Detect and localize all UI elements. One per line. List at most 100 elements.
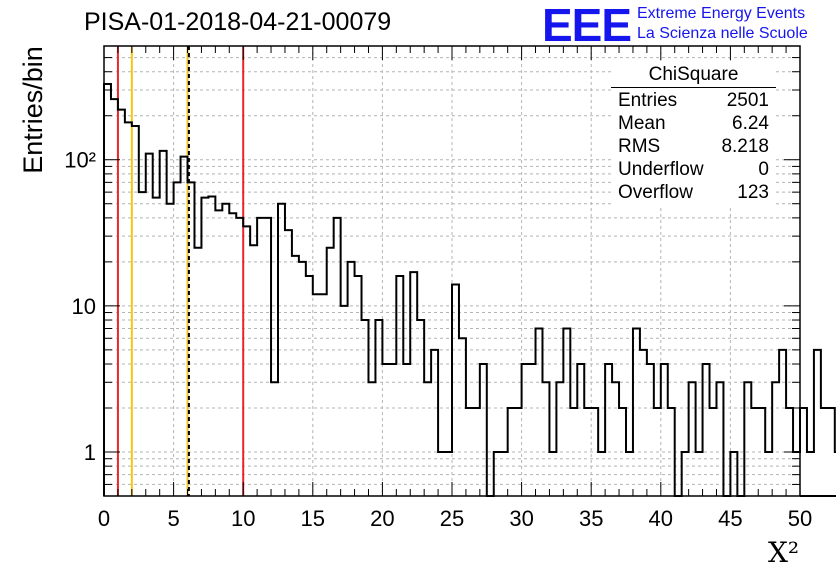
histogram-bin	[222, 204, 229, 496]
histogram-bin	[362, 320, 369, 496]
y-tick-label: 10²	[64, 148, 96, 173]
histogram-bin	[501, 452, 508, 496]
histogram-bin	[459, 338, 466, 496]
histogram-bin	[661, 364, 668, 496]
histogram-bin	[153, 198, 160, 496]
histogram-bin	[556, 382, 563, 496]
histogram-bin	[118, 110, 125, 496]
histogram-bin	[292, 256, 299, 496]
histogram-bin	[772, 382, 779, 496]
histogram-bin	[104, 84, 111, 496]
eee-logo: EEE	[542, 0, 632, 51]
histogram-bin	[410, 272, 417, 496]
stats-row-underflow: Underflow 0	[611, 159, 776, 182]
stats-value: 0	[758, 159, 769, 180]
histogram-bin	[278, 204, 285, 496]
histogram-bin	[466, 408, 473, 496]
eee-logo-text: Extreme Energy Events La Scienza nelle S…	[637, 4, 808, 44]
histogram-bin	[710, 408, 717, 496]
x-tick-label: 40	[649, 506, 673, 531]
histogram-bin	[668, 408, 675, 496]
histogram-bin	[417, 320, 424, 496]
eee-logo-line2: La Scienza nelle Scuole	[637, 25, 808, 42]
histogram-bin	[647, 364, 654, 496]
histogram-bin	[605, 364, 612, 496]
histogram-bin	[542, 382, 549, 496]
histogram-bin	[271, 382, 278, 496]
x-tick-label: 45	[718, 506, 742, 531]
stats-box: ChiSquare Entries 2501 Mean 6.24 RMS 8.2…	[611, 64, 776, 205]
histogram-bin	[348, 262, 355, 496]
x-axis-label: X²	[768, 536, 800, 569]
histogram-bin	[640, 350, 647, 496]
x-tick-label: 0	[98, 506, 110, 531]
stats-label: Overflow	[618, 182, 693, 203]
histogram-bin	[389, 364, 396, 496]
x-tick-label: 10	[231, 506, 255, 531]
histogram-bin	[146, 154, 153, 496]
histogram-bin	[633, 329, 640, 496]
histogram-bin	[522, 364, 529, 496]
histogram-bin	[765, 452, 772, 496]
histogram-bin	[807, 452, 814, 496]
histogram-bin	[334, 218, 341, 496]
stats-label: Mean	[618, 113, 666, 134]
stats-label: RMS	[618, 136, 661, 157]
histogram-outline	[103, 82, 836, 497]
histogram-bin	[716, 382, 723, 496]
histogram-bin	[229, 213, 236, 496]
histogram-bin	[438, 452, 445, 496]
histogram-bin	[570, 408, 577, 496]
histogram-bin	[264, 218, 271, 496]
histogram-bin	[167, 204, 174, 496]
histogram-bin	[396, 276, 403, 496]
histogram-bin	[327, 248, 334, 496]
x-tick-label: 35	[579, 506, 603, 531]
histogram-bin	[181, 157, 188, 496]
histogram-bin	[591, 408, 598, 496]
histogram-bin	[382, 364, 389, 496]
histogram-bin	[480, 364, 487, 496]
histogram-bin	[821, 408, 828, 496]
histogram-bin	[779, 350, 786, 496]
stats-value: 6.24	[732, 113, 769, 134]
chart-title: PISA-01-2018-04-21-00079	[84, 8, 392, 36]
histogram-bin	[132, 126, 139, 496]
histogram-bin	[598, 452, 605, 496]
histogram-bin	[682, 452, 689, 496]
eee-logo-line1: Extreme Energy Events	[637, 5, 806, 22]
histogram-bin	[250, 245, 257, 496]
stats-row-entries: Entries 2501	[611, 90, 776, 113]
histogram-bin	[563, 329, 570, 496]
histogram-bin	[689, 382, 696, 496]
histogram-bin	[313, 294, 320, 496]
histogram-bin	[160, 151, 167, 496]
histogram-bin	[619, 408, 626, 496]
x-tick-label: 50	[788, 506, 812, 531]
x-tick-label: 5	[167, 506, 179, 531]
stats-row-overflow: Overflow 123	[611, 182, 776, 205]
histogram-bin	[696, 452, 703, 496]
stats-value: 123	[737, 182, 769, 203]
histogram-bin	[703, 364, 710, 496]
histogram-bin	[201, 198, 208, 496]
stats-label: Underflow	[618, 159, 704, 180]
histogram-bin	[125, 122, 132, 496]
tick-labels: 0 5 10 15 20 25 30 35 40 45 50 1 10 10²	[64, 148, 812, 531]
marker-lines	[116, 46, 245, 496]
axes	[103, 45, 801, 497]
x-tick-label: 20	[370, 506, 394, 531]
histogram-bin	[730, 452, 737, 496]
histogram-bin	[473, 408, 480, 496]
histogram-bin	[306, 276, 313, 496]
histogram-bin	[194, 248, 201, 496]
histogram-bin	[285, 230, 292, 496]
histogram-bin	[243, 226, 250, 496]
histogram-bin	[320, 294, 327, 496]
histogram-bin	[257, 218, 264, 496]
histogram-bin	[424, 382, 431, 496]
x-tick-label: 30	[509, 506, 533, 531]
stats-value: 8.218	[721, 136, 769, 157]
histogram-bin	[549, 452, 556, 496]
